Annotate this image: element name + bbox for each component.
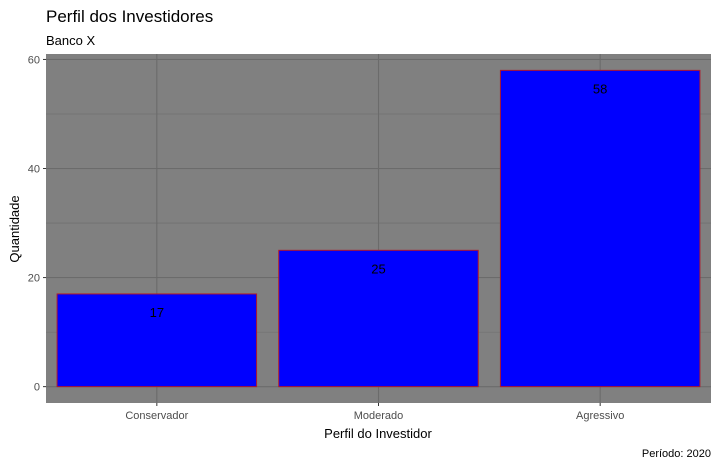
data-label: 17 — [150, 305, 164, 320]
x-tick-label: Conservador — [125, 410, 188, 422]
data-label: 25 — [371, 261, 385, 276]
bar — [499, 69, 701, 388]
y-axis-title: Quantidade — [7, 195, 22, 262]
y-tick-label: 20 — [28, 273, 40, 285]
bars — [56, 69, 701, 388]
y-tick-label: 40 — [28, 164, 40, 176]
bar — [56, 293, 258, 388]
data-label: 58 — [593, 81, 607, 96]
x-tick-label: Agressivo — [576, 410, 624, 422]
y-tick-label: 60 — [28, 54, 40, 66]
data-labels: 17 25 58 — [150, 81, 608, 320]
chart-subtitle: Banco X — [46, 33, 95, 48]
x-tick-label: Moderado — [354, 410, 404, 422]
y-tick-label: 0 — [34, 382, 40, 394]
x-axis: Conservador Moderado Agressivo — [125, 403, 624, 422]
chart-caption: Período: 2020 — [642, 448, 711, 460]
chart-title: Perfil dos Investidores — [46, 7, 213, 26]
bar — [278, 249, 479, 388]
y-axis: 0 20 40 60 — [28, 54, 46, 394]
x-axis-title: Perfil do Investidor — [324, 426, 432, 441]
